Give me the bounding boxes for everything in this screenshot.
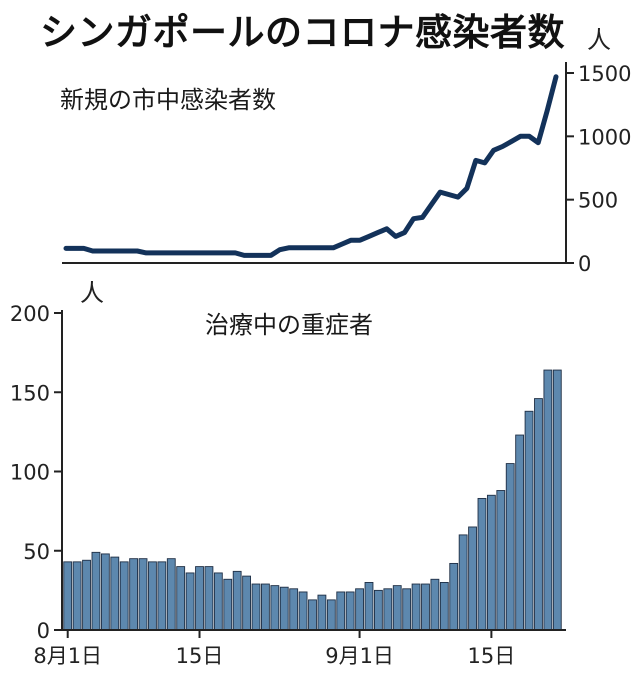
bar-chart-bar xyxy=(515,434,525,631)
bar-chart-bar xyxy=(543,369,553,631)
bar-chart-bar xyxy=(270,585,280,631)
bar-chart-bar xyxy=(486,494,496,631)
bar-chart-bar xyxy=(336,591,346,631)
bar-chart-bar xyxy=(430,578,440,631)
bar-chart-x-tick-label: 9月1日 xyxy=(325,644,394,668)
bar-chart-bar xyxy=(119,561,129,631)
bar-chart-y-tick-label: 200 xyxy=(10,302,50,326)
bar-chart-bar xyxy=(392,585,402,631)
bar-chart-bar xyxy=(204,566,214,631)
new-cases-line-chart: 新規の市中感染者数 人 0 500 1000 1500 xyxy=(60,26,631,276)
bar-chart-y-tick-label: 0 xyxy=(37,619,50,643)
bar-chart-bar xyxy=(251,583,261,631)
line-chart-unit-label: 人 xyxy=(587,26,611,54)
bar-chart-bar xyxy=(129,558,139,631)
bar-chart-bar xyxy=(326,599,336,631)
bar-chart-bar xyxy=(72,561,82,631)
bar-chart-y-tick-label: 50 xyxy=(23,540,50,564)
bar-chart-unit-label: 人 xyxy=(80,279,104,307)
bar-chart-bar xyxy=(232,570,242,631)
chart-main-title: シンガポールのコロナ感染者数 xyxy=(40,11,565,54)
bar-chart-bar xyxy=(261,583,270,631)
bar-chart-bar xyxy=(383,588,393,631)
bar-chart-bar xyxy=(552,369,562,631)
bar-chart-bar xyxy=(534,398,543,631)
bar-chart-bar xyxy=(157,561,167,631)
bar-chart-bar xyxy=(63,561,73,631)
bar-chart-bar xyxy=(242,575,251,631)
bar-chart-x-tick-label: 8月1日 xyxy=(33,644,102,668)
bar-chart-y-tick-label: 100 xyxy=(10,461,50,485)
bar-chart-bar xyxy=(148,561,157,631)
bar-chart-bar xyxy=(279,586,289,631)
bar-chart-bar xyxy=(524,410,534,631)
bar-chart-bar xyxy=(176,566,186,631)
bar-chart-bar xyxy=(468,526,477,631)
severe-cases-bar-chart: 治療中の重症者 人 0 50 100 150 200 8月1日 15日 9月1日 15日 xyxy=(10,279,566,668)
bar-chart-bar xyxy=(355,588,364,631)
bar-chart-x-ticks: 8月1日 15日 9月1日 15日 xyxy=(33,630,515,668)
bar-chart-bar xyxy=(449,562,459,631)
bar-chart-bars xyxy=(63,369,562,631)
new-cases-series-line xyxy=(63,74,559,258)
bar-chart-bar xyxy=(317,594,327,631)
bar-chart-bar xyxy=(374,589,383,631)
bar-chart-bar xyxy=(298,591,308,631)
line-chart-y-tick-label: 1000 xyxy=(578,125,631,149)
bar-chart-bar xyxy=(411,583,421,631)
bar-chart-bar xyxy=(505,463,515,631)
line-chart-y-tick-label: 500 xyxy=(578,189,618,213)
bar-chart-bar xyxy=(458,534,468,631)
bar-chart-bar xyxy=(213,572,223,631)
bar-chart-bar xyxy=(82,559,91,631)
bar-chart-bar xyxy=(496,490,506,631)
bar-chart-bar xyxy=(289,588,299,631)
bar-chart-bar xyxy=(345,591,355,631)
bar-chart-bar xyxy=(477,497,487,631)
bar-chart-y-ticks: 0 50 100 150 200 xyxy=(10,302,62,643)
bar-chart-bar xyxy=(100,553,110,631)
bar-chart-bar xyxy=(91,551,101,631)
bar-chart-bar xyxy=(421,583,430,631)
bar-chart-bar xyxy=(364,582,374,631)
bar-chart-x-tick-label: 15日 xyxy=(468,644,516,668)
bar-chart-bar xyxy=(110,556,120,631)
line-chart-y-ticks: 0 500 1000 1500 xyxy=(566,62,631,276)
line-chart-y-tick-label: 0 xyxy=(578,252,591,276)
bar-chart-bar xyxy=(185,572,195,631)
bar-chart-y-tick-label: 150 xyxy=(10,381,50,405)
bar-chart-bar xyxy=(439,582,449,631)
bar-chart-x-tick-label: 15日 xyxy=(176,644,224,668)
bar-chart-bar xyxy=(308,599,317,631)
bar-chart-bar xyxy=(195,566,204,631)
bar-chart-bar xyxy=(402,588,412,631)
bar-chart-bar xyxy=(223,578,233,631)
bar-chart-bar xyxy=(166,558,176,631)
bar-chart-bar xyxy=(138,558,148,631)
line-chart-y-tick-label: 1500 xyxy=(578,62,631,86)
line-chart-title: 新規の市中感染者数 xyxy=(60,86,276,114)
bar-chart-title: 治療中の重症者 xyxy=(205,311,373,339)
